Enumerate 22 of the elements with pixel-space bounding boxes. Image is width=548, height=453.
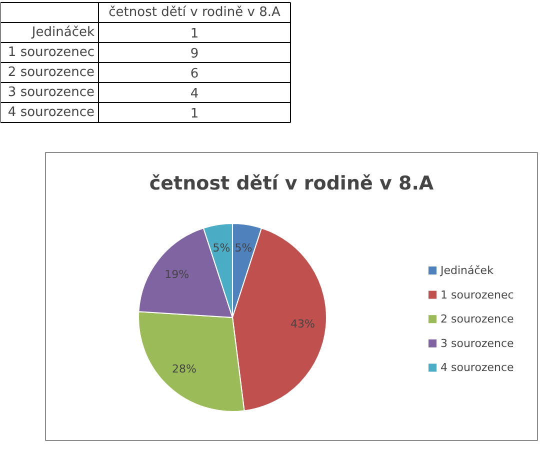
chart-title: četnost dětí v rodině v 8.A <box>108 5 280 20</box>
data-label: 5% <box>212 241 230 254</box>
text: 9 <box>190 46 199 62</box>
text: 4 <box>190 86 199 102</box>
data-label: 43% <box>290 318 315 331</box>
legend-label: Jedináček <box>440 264 494 277</box>
category-label: 4 sourozence <box>8 105 95 120</box>
data-label: 28% <box>172 362 196 376</box>
category-label: 1 sourozenec <box>8 45 95 60</box>
legend-label: 1 sourozenec <box>440 288 514 302</box>
legend-label: 4 sourozence <box>440 361 514 374</box>
text: 6 <box>190 66 199 82</box>
text: 1 <box>190 106 199 122</box>
data-label: 19% <box>164 268 190 281</box>
category-label: Jedináček <box>32 25 95 40</box>
category-label: 3 sourozence <box>8 85 95 100</box>
legend-label: 2 sourozence <box>440 312 514 326</box>
data-label: 5% <box>234 241 252 254</box>
text: 1 <box>190 26 199 42</box>
chart-title: četnost dětí v rodině v 8.A <box>149 172 434 194</box>
category-label: 2 sourozence <box>8 65 95 80</box>
legend-label: 3 sourozence <box>440 336 514 350</box>
